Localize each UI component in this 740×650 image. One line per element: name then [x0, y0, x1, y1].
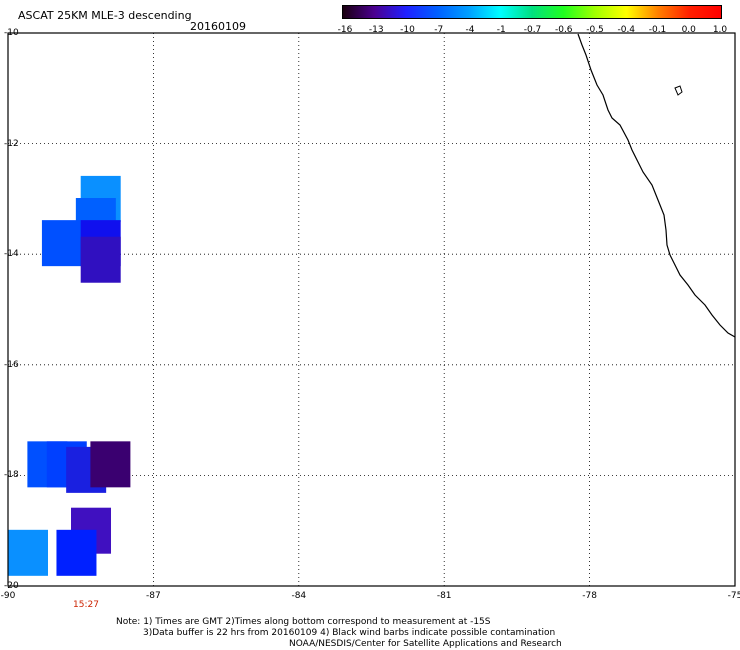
- gridlines: [8, 33, 735, 586]
- wind-cell: [80, 236, 121, 283]
- note-line-1: Note: 1) Times are GMT 2)Times along bot…: [116, 617, 491, 627]
- wind-cell: [56, 529, 97, 576]
- colorbar-tick-label: -1: [496, 25, 506, 35]
- colorbar-tick-label: -0.6: [554, 25, 573, 35]
- y-tick-label: -10: [4, 28, 19, 38]
- colorbar-tick-label: -0.7: [523, 25, 542, 35]
- wind-cell: [8, 529, 48, 576]
- colorbar: [342, 5, 722, 19]
- colorbar-tick-label: -0.4: [617, 25, 636, 35]
- y-tick-label: -20: [4, 581, 19, 591]
- note-line-3: NOAA/NESDIS/Center for Satellite Applica…: [289, 639, 562, 649]
- y-tick-label: -14: [4, 249, 19, 260]
- note-line-2: 3)Data buffer is 22 hrs from 20160109 4)…: [143, 628, 556, 638]
- island: [674, 85, 683, 96]
- coastline: [577, 33, 736, 338]
- colorbar-tick-label: -7: [434, 25, 444, 35]
- x-tick-label: -84: [291, 591, 307, 601]
- x-tick-label: -90: [0, 591, 16, 601]
- colorbar-tick-label: 0.0: [681, 25, 696, 35]
- colorbar-tick-label: -0.5: [586, 25, 604, 35]
- time-label: 15:27: [73, 600, 99, 610]
- colorbar-tick-label: -10: [400, 25, 415, 35]
- colorbar-tick-label: -13: [368, 25, 384, 35]
- map-title: ASCAT 25KM MLE-3 descending: [18, 9, 192, 22]
- colorbar-tick-label: 1.0: [712, 25, 728, 35]
- x-tick-label: -81: [436, 591, 452, 601]
- map-date: 20160109: [190, 20, 246, 33]
- colorbar-tick-label: -4: [465, 25, 475, 35]
- y-tick-label: -16: [4, 359, 19, 370]
- y-tick-label: -18: [4, 470, 19, 481]
- data-cells: [8, 175, 131, 576]
- wind-cell: [41, 220, 82, 267]
- x-tick-label: -78: [582, 591, 597, 601]
- colorbar-tick-label: -16: [337, 25, 353, 35]
- x-tick-label: -75: [727, 591, 740, 601]
- colorbar-tick-label: -0.1: [648, 25, 667, 35]
- x-tick-label: -87: [146, 591, 161, 601]
- y-tick-label: -12: [4, 138, 19, 149]
- map-frame: [7, 32, 736, 587]
- wind-cell: [90, 441, 131, 488]
